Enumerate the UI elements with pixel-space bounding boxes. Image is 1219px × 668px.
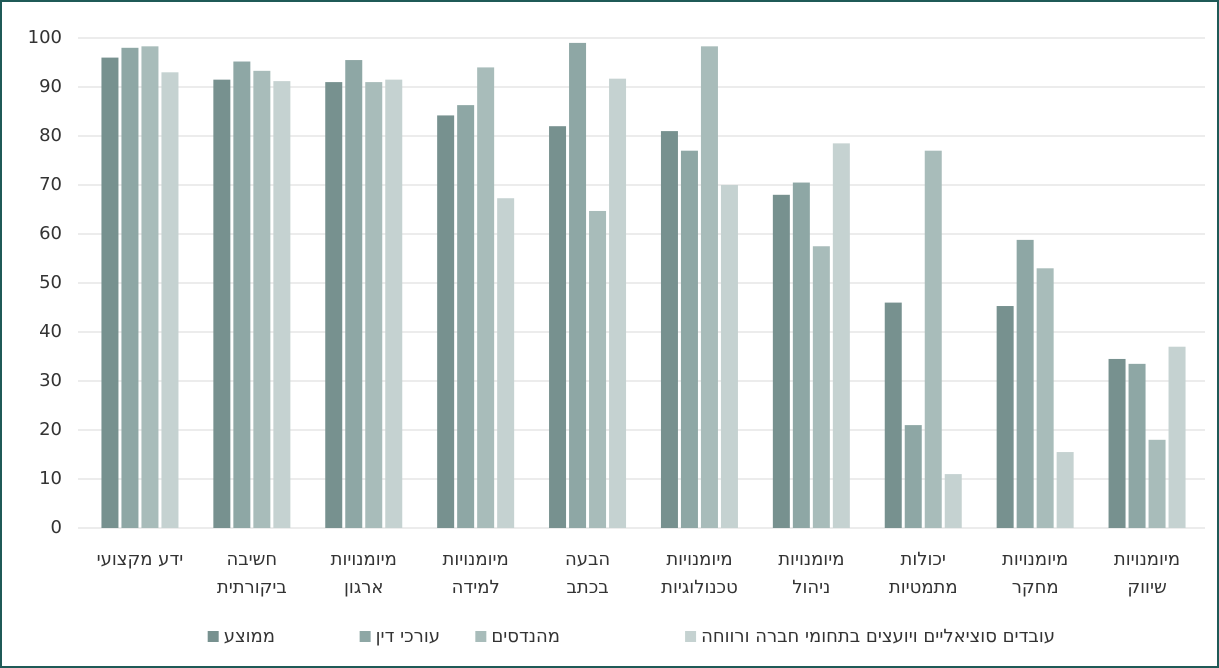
y-tick-label: 20 bbox=[39, 419, 62, 440]
x-tick-label: ניהול bbox=[792, 577, 830, 598]
legend-label: עובדים סוציאליים ויועצים בתחומי חברה ורו… bbox=[701, 626, 1055, 647]
x-tick-label: מיומנויות bbox=[1002, 549, 1068, 570]
y-tick-label: 90 bbox=[39, 76, 62, 97]
y-tick-label: 80 bbox=[39, 125, 62, 146]
y-tick-label: 40 bbox=[39, 321, 62, 342]
x-tick-label: שיווק bbox=[1127, 577, 1166, 598]
bar bbox=[944, 474, 962, 528]
x-tick-label: הבעה bbox=[565, 549, 610, 570]
x-tick-label: ארגון bbox=[344, 577, 383, 598]
bar bbox=[904, 425, 922, 528]
x-tick-label: מחקר bbox=[1012, 577, 1059, 598]
y-tick-label: 50 bbox=[39, 272, 62, 293]
bar bbox=[569, 42, 587, 529]
bar bbox=[101, 57, 119, 528]
bar bbox=[792, 182, 810, 529]
legend-label: עורכי דין bbox=[376, 626, 440, 647]
bar bbox=[1016, 239, 1034, 528]
y-tick-label: 60 bbox=[39, 223, 62, 244]
bar bbox=[680, 150, 698, 528]
x-tick-label: יכולות bbox=[901, 549, 946, 570]
bar bbox=[996, 306, 1014, 528]
bar bbox=[365, 82, 383, 528]
bar bbox=[660, 131, 678, 528]
x-tick-label: ידע מקצועי bbox=[97, 549, 184, 570]
bar bbox=[273, 81, 291, 529]
x-tick-label: מיומנויות bbox=[1114, 549, 1180, 570]
x-tick-label: מתמטיות bbox=[889, 577, 958, 598]
bar bbox=[1148, 439, 1166, 528]
bar bbox=[161, 72, 179, 529]
bar bbox=[497, 198, 515, 529]
bar bbox=[589, 210, 607, 528]
y-tick-label: 30 bbox=[39, 370, 62, 391]
legend-swatch bbox=[475, 631, 487, 642]
bar bbox=[253, 70, 271, 528]
legend-swatch bbox=[685, 631, 697, 642]
bar bbox=[345, 60, 363, 529]
x-tick-label: מיומנויות bbox=[666, 549, 732, 570]
legend-label: ממוצע bbox=[224, 626, 275, 647]
bar bbox=[884, 302, 902, 528]
bar bbox=[437, 115, 455, 529]
x-tick-label: מיומנויות bbox=[331, 549, 397, 570]
bar bbox=[1168, 346, 1186, 528]
bar bbox=[213, 79, 231, 529]
y-tick-label: 0 bbox=[51, 517, 62, 538]
legend-swatch bbox=[359, 631, 371, 642]
bar bbox=[549, 126, 567, 528]
x-tick-label: בכתב bbox=[566, 577, 608, 598]
bar bbox=[812, 246, 830, 528]
bar bbox=[477, 67, 495, 529]
y-tick-label: 10 bbox=[39, 468, 62, 489]
y-tick-label: 70 bbox=[39, 174, 62, 195]
bar bbox=[720, 185, 738, 528]
legend-label: מהנדסים bbox=[491, 626, 560, 647]
x-tick-label: מיומנויות bbox=[443, 549, 509, 570]
bar bbox=[325, 82, 343, 528]
y-tick-label: 100 bbox=[28, 27, 62, 48]
bar bbox=[1056, 452, 1074, 528]
bar bbox=[924, 150, 942, 528]
bar bbox=[233, 61, 251, 529]
bar bbox=[609, 78, 627, 529]
x-tick-label: טכנולוגיות bbox=[661, 577, 738, 598]
bar bbox=[457, 105, 475, 528]
bar bbox=[385, 79, 403, 529]
bar bbox=[700, 46, 718, 529]
bar bbox=[1108, 358, 1126, 528]
x-tick-label: למידה bbox=[452, 577, 500, 598]
bar bbox=[772, 194, 790, 529]
x-tick-label: ביקורתית bbox=[217, 577, 287, 598]
x-tick-label: מיומנויות bbox=[778, 549, 844, 570]
legend-swatch bbox=[207, 631, 219, 642]
bar bbox=[1036, 268, 1054, 528]
bar bbox=[121, 47, 139, 529]
bar bbox=[141, 46, 159, 529]
bar bbox=[832, 143, 850, 528]
x-tick-label: חשיבה bbox=[226, 549, 277, 570]
bar bbox=[1128, 363, 1146, 528]
